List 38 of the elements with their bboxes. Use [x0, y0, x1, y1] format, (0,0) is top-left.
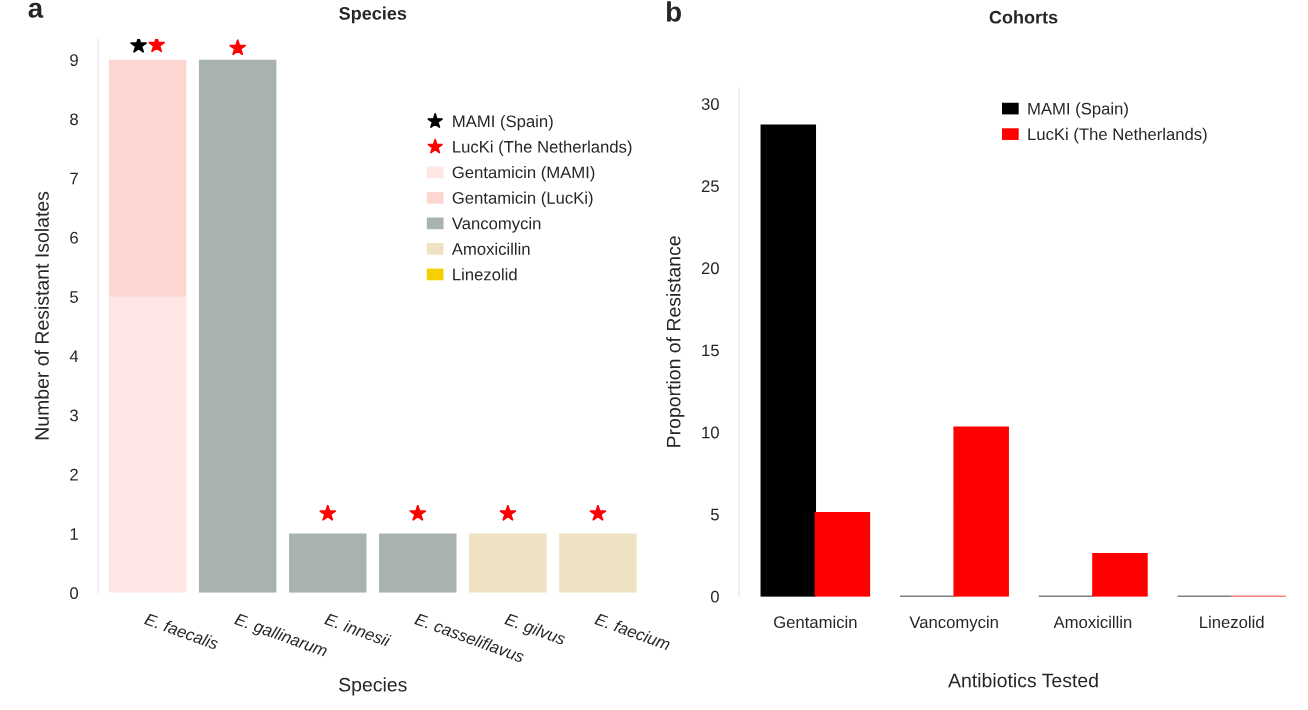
- x-tick-label: Linezolid: [1200, 615, 1264, 629]
- chart-title: Cohorts: [989, 10, 1058, 24]
- y-tick-label: 20: [701, 262, 719, 275]
- legend-label: Vancomycin: [451, 217, 541, 233]
- y-tick-label: 4: [69, 350, 79, 362]
- legend-label: Amoxicillin: [451, 242, 530, 255]
- y-tick-label: 5: [710, 508, 719, 521]
- legend-label: Gentamicin (LucKi): [452, 191, 593, 208]
- y-tick-label: 2: [70, 468, 78, 481]
- y-tick-label: 10: [702, 426, 719, 439]
- legend-label: LucKi (The Netherlands): [453, 140, 632, 157]
- legend-label: Gentamicin (MAMI): [452, 166, 595, 182]
- x-tick-label: Amoxicillin: [1053, 615, 1132, 629]
- y-axis-title: Number of Resistant Isolates: [34, 191, 49, 440]
- y-tick-label: 6: [70, 231, 78, 244]
- text: b: [666, 1, 681, 22]
- legend-label: MAMI (Spain): [1028, 102, 1128, 118]
- chart-title: Species: [339, 6, 407, 24]
- y-tick-label: 7: [70, 172, 78, 185]
- x-axis-title: Antibiotics Tested: [948, 673, 1098, 688]
- y-tick-label: 25: [701, 180, 719, 193]
- x-tick-label: Vancomycin: [909, 615, 998, 632]
- x-axis-title: Species: [339, 677, 407, 696]
- legend-label: MAMI (Spain): [453, 114, 553, 131]
- y-tick-label: 3: [70, 409, 78, 422]
- legend-label: Linezolid: [453, 268, 517, 281]
- y-tick-label: 9: [70, 54, 78, 66]
- text: a: [28, 2, 44, 18]
- legend-label: LucKi (The Netherlands): [1028, 127, 1207, 144]
- y-tick-label: 0: [70, 587, 78, 600]
- y-tick-label: 5: [70, 291, 78, 303]
- y-tick-label: 0: [710, 590, 719, 603]
- y-tick-label: 15: [702, 344, 719, 357]
- y-axis-title: Proportion of Resistance: [666, 236, 685, 447]
- x-tick-label: Gentamicin: [774, 615, 857, 629]
- y-tick-label: 1: [70, 528, 78, 540]
- y-tick-label: 8: [70, 113, 78, 126]
- y-tick-label: 30: [701, 98, 719, 110]
